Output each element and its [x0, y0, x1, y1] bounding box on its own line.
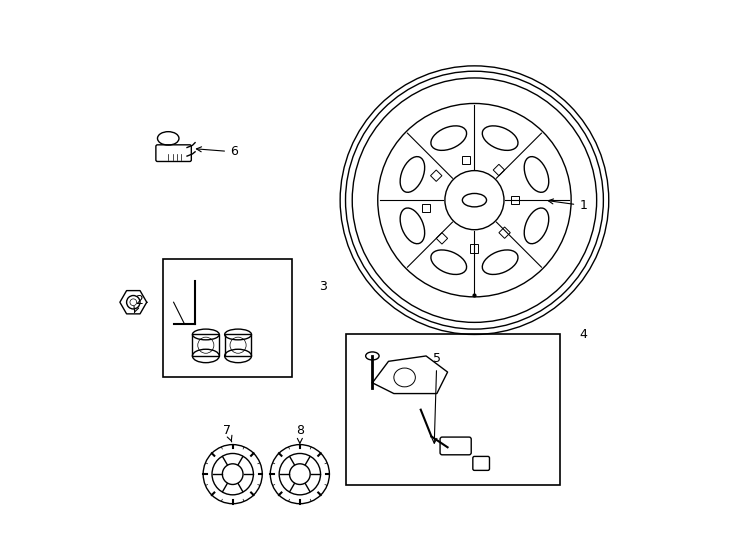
Bar [470, 245, 479, 253]
Text: 6: 6 [197, 145, 238, 158]
Bar [462, 156, 470, 164]
Text: 8: 8 [296, 423, 304, 443]
Bar [192, 334, 219, 356]
Bar [499, 227, 510, 238]
Bar [436, 233, 448, 244]
Bar [431, 170, 442, 181]
Bar [163, 259, 292, 377]
Text: 1: 1 [548, 199, 587, 212]
Text: 4: 4 [579, 328, 587, 341]
Bar [422, 204, 430, 212]
Text: 7: 7 [223, 423, 232, 442]
Bar [511, 196, 519, 204]
Bar [225, 334, 252, 356]
Text: 3: 3 [319, 280, 327, 293]
Bar [346, 334, 560, 485]
Text: 2: 2 [134, 294, 142, 313]
Bar [493, 164, 504, 176]
Text: 5: 5 [432, 352, 441, 443]
